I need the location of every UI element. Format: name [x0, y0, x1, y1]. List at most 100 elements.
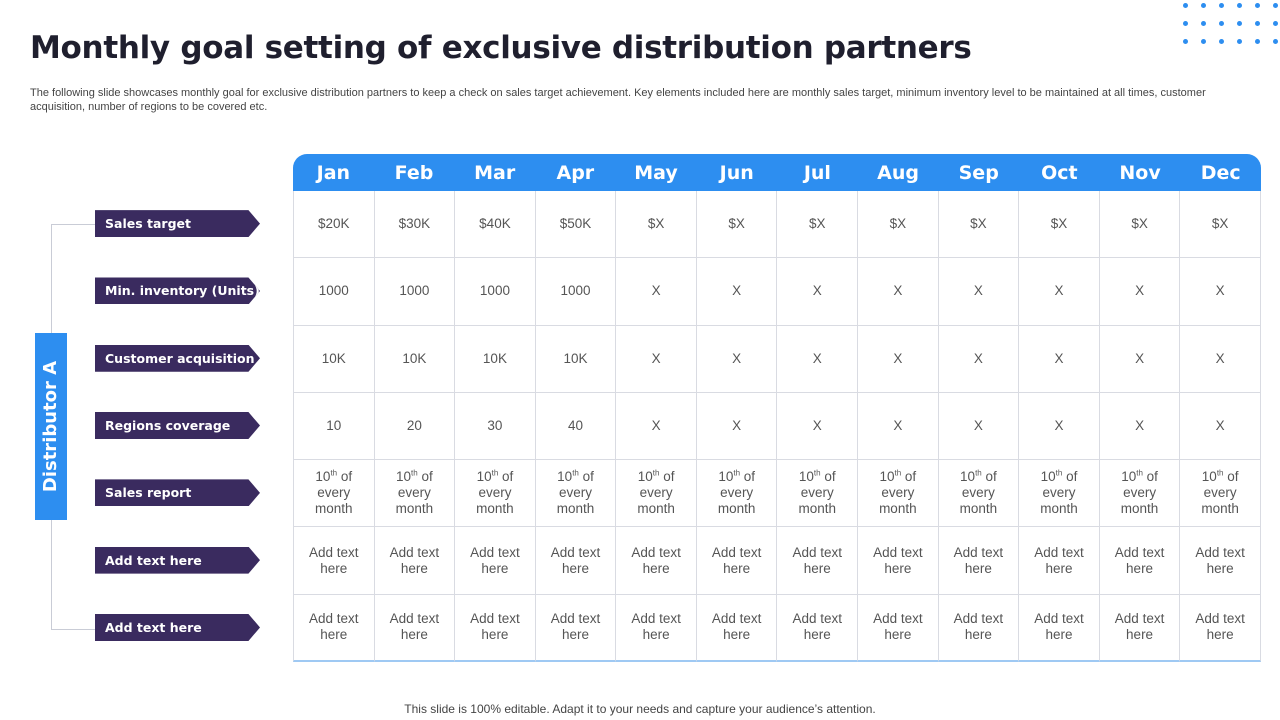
table-cell: X [696, 258, 778, 326]
table-cell: X [858, 325, 939, 393]
table-cell: X [616, 392, 697, 461]
table-cell: X [616, 325, 697, 393]
table-cell: $X [1180, 191, 1261, 259]
dot-shape [1273, 21, 1278, 26]
page-title: Monthly goal setting of exclusive distri… [30, 30, 972, 66]
month-header: Oct [1041, 161, 1078, 184]
table-body: $20K $30K $40K $50K $X $X $X $X $X $X $X $X 1000 1000… [293, 191, 1261, 663]
table-cell: X [777, 392, 859, 461]
table-cell: 10K [455, 325, 536, 393]
dot-shape [1237, 39, 1242, 44]
month-header: Jun [719, 161, 754, 184]
table-cell: Add text here [1180, 594, 1261, 663]
table-cell: X [1019, 392, 1100, 461]
table-cell: X [1180, 325, 1261, 393]
dot-shape [1201, 3, 1206, 8]
row-label: Sales target [95, 210, 260, 238]
dot-shape [1201, 39, 1206, 44]
table-cell: 10th of every month [1019, 460, 1100, 528]
table-cell: $X [938, 191, 1020, 259]
month-header: Feb [394, 161, 434, 184]
table-row: 1000 1000 1000 1000 X X X X X X X X [293, 258, 1261, 326]
table-cell: 40 [535, 392, 617, 461]
table-cell: Add text here [616, 527, 697, 595]
table-cell: 10 [293, 392, 375, 461]
table-cell: Add text here [696, 527, 778, 595]
dot-shape [1273, 39, 1278, 44]
distributor-label-bar: Distributor A [35, 333, 67, 520]
table-cell: $X [777, 191, 859, 259]
table-cell: X [1019, 325, 1100, 393]
table-cell: Add text here [1180, 527, 1261, 595]
table-cell: 10th of every month [293, 460, 375, 528]
table-cell: Add text here [938, 594, 1020, 663]
month-header: Aug [877, 161, 919, 184]
table-cell: $30K [374, 191, 456, 259]
row-label: Min. inventory (Units) [95, 277, 260, 305]
table-cell: 10K [293, 325, 375, 393]
distributor-label: Distributor A [40, 360, 62, 493]
table-cell: 10th of every month [1180, 460, 1261, 528]
table-cell: 1000 [374, 258, 456, 326]
table-cell: 1000 [535, 258, 617, 326]
table-cell: 10th of every month [374, 460, 456, 528]
table-cell: Add text here [616, 594, 697, 663]
page-subtitle: The following slide showcases monthly go… [30, 87, 1206, 113]
decorative-dot-grid [1180, 0, 1280, 50]
table-cell: X [938, 325, 1020, 393]
table-cell: X [616, 258, 697, 326]
dot-shape [1255, 39, 1260, 44]
table-cell: Add text here [858, 527, 939, 595]
table-cell: Add text here [455, 594, 536, 663]
table-row: 10th of every month 10th of every month 10… [293, 460, 1261, 528]
dot-shape [1273, 3, 1278, 8]
table-cell: $20K [293, 191, 375, 259]
dot-shape [1219, 39, 1224, 44]
table-cell: $50K [535, 191, 617, 259]
dot-shape [1219, 21, 1224, 26]
table-cell: X [1019, 258, 1100, 326]
table-cell: X [858, 392, 939, 461]
row-label: Regions coverage [95, 412, 260, 440]
month-header: Dec [1200, 161, 1241, 184]
table-cell: 10th of every month [1099, 460, 1181, 528]
table-cell: Add text here [858, 594, 939, 663]
table-header: Jan Feb Mar Apr May Jun Jul Aug Sep Oct Nov Dec [293, 154, 1261, 191]
table-cell: 20 [374, 392, 456, 461]
table-cell: $X [616, 191, 697, 259]
table-cell: 10K [535, 325, 617, 393]
table-cell: 30 [455, 392, 536, 461]
table-cell: Add text here [293, 594, 375, 663]
table-cell: X [777, 325, 859, 393]
table-cell: X [696, 392, 778, 461]
dot-shape [1201, 21, 1206, 26]
table-row: Add text here Add text here Add text here A… [293, 594, 1261, 663]
month-header: Jul [803, 161, 831, 184]
dot-shape [1183, 21, 1188, 26]
month-header: Sep [958, 161, 999, 184]
month-header: May [634, 161, 678, 184]
table-cell: X [777, 258, 859, 326]
table-cell: Add text here [696, 594, 778, 663]
goal-table: Jan Feb Mar Apr May Jun Jul Aug Sep Oct Nov Dec $20… [293, 154, 1261, 663]
table-cell: Add text here [293, 527, 375, 595]
table-cell: 1000 [455, 258, 536, 326]
table-cell: 1000 [293, 258, 375, 326]
table-cell: 10th of every month [455, 460, 536, 528]
table-cell: $X [1019, 191, 1100, 259]
table-cell: X [1099, 325, 1181, 393]
table-cell: $40K [455, 191, 536, 259]
table-row: $20K $30K $40K $50K $X $X $X $X $X $X $X $X [293, 191, 1261, 259]
month-header: Jan [316, 161, 351, 184]
table-cell: X [1099, 392, 1181, 461]
table-cell: X [938, 392, 1020, 461]
table-cell: $X [1099, 191, 1181, 259]
dot-shape [1183, 3, 1188, 8]
table-cell: $X [696, 191, 778, 259]
table-cell: Add text here [777, 594, 859, 663]
table-cell: Add text here [1019, 527, 1100, 595]
row-label: Customer acquisition [95, 344, 260, 372]
table-cell: Add text here [777, 527, 859, 595]
month-header: Apr [556, 161, 595, 184]
month-header: Mar [474, 161, 516, 184]
